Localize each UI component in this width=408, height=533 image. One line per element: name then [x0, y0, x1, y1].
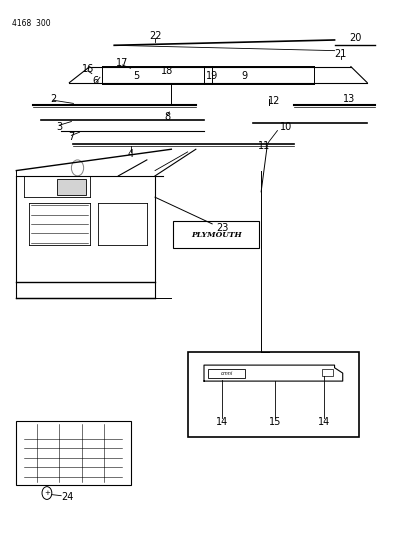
Bar — [322, 369, 333, 376]
Text: 11: 11 — [258, 141, 271, 150]
Text: PLYMOUTH: PLYMOUTH — [191, 230, 242, 239]
Text: +: + — [44, 490, 50, 496]
Text: 6: 6 — [93, 76, 99, 86]
Bar — [16, 421, 131, 485]
Text: 19: 19 — [206, 71, 218, 80]
Text: 3: 3 — [56, 122, 62, 132]
Text: 14: 14 — [318, 417, 330, 427]
Text: omni: omni — [220, 371, 233, 376]
Text: 14: 14 — [216, 417, 228, 427]
Text: 23: 23 — [216, 223, 228, 233]
Text: 2: 2 — [50, 94, 56, 103]
Bar — [57, 179, 86, 195]
Text: 24: 24 — [61, 492, 73, 502]
Text: 13: 13 — [343, 94, 355, 103]
Bar — [208, 369, 245, 378]
Text: 9: 9 — [242, 71, 248, 80]
Text: 10: 10 — [279, 122, 292, 132]
Text: 18: 18 — [161, 66, 173, 76]
Text: 15: 15 — [269, 417, 282, 427]
Text: 20: 20 — [349, 34, 361, 43]
Text: 12: 12 — [268, 96, 280, 106]
Text: 17: 17 — [116, 59, 129, 68]
Text: 7: 7 — [68, 132, 75, 142]
Bar — [188, 352, 359, 437]
Text: 21: 21 — [335, 50, 347, 59]
Text: 16: 16 — [82, 64, 94, 74]
Text: 8: 8 — [164, 112, 171, 122]
Text: 4: 4 — [127, 149, 134, 158]
Text: 22: 22 — [149, 31, 161, 41]
Text: 5: 5 — [133, 71, 140, 80]
FancyBboxPatch shape — [173, 221, 259, 248]
Text: 4168  300: 4168 300 — [12, 19, 51, 28]
